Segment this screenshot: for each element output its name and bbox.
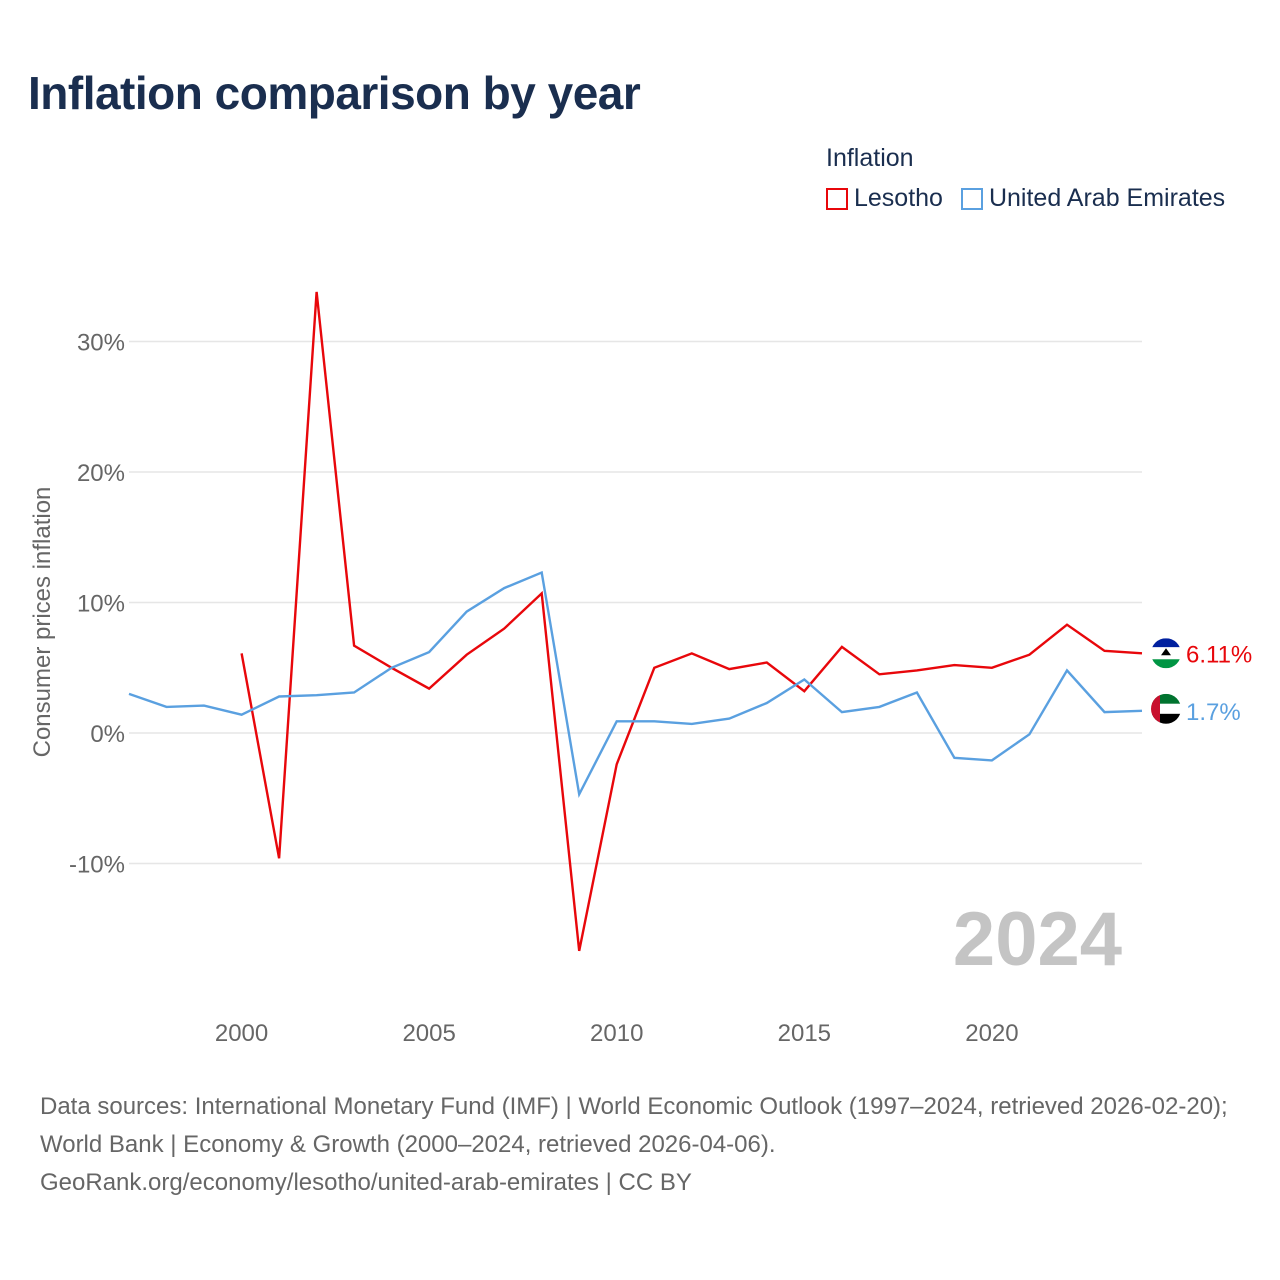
y-tick-label: 10% <box>77 591 125 618</box>
legend-swatch-uae <box>960 187 983 210</box>
end-label-uae: 1.7% <box>1186 699 1241 726</box>
data-sources-text: Data sources: International Monetary Fun… <box>40 1093 1228 1158</box>
legend-label-lesotho: Lesotho <box>854 184 943 212</box>
x-tick-label: 2020 <box>965 1020 1018 1047</box>
series-line-lesotho <box>240 291 1143 952</box>
page-title: Inflation comparison by year <box>28 67 641 119</box>
y-tick-label: 20% <box>77 460 125 487</box>
source-link[interactable]: GeoRank.org/economy/lesotho/united-arab-… <box>40 1169 692 1196</box>
x-tick-label: 2015 <box>778 1020 831 1047</box>
year-watermark: 2024 <box>953 897 1122 982</box>
x-tick-label: 2010 <box>590 1020 643 1047</box>
lesotho-flag-icon <box>1151 638 1181 669</box>
legend-swatch-lesotho <box>826 187 848 210</box>
legend-item-lesotho[interactable]: Lesotho <box>826 184 943 213</box>
uae-flag-icon <box>1151 693 1181 724</box>
y-axis-label: Consumer prices inflation <box>29 487 56 758</box>
legend-title: Inflation <box>826 144 914 172</box>
line-chart: 2024 -10% 0% 10% 20% 30% 2000 2005 2010 2015 202… <box>29 291 1252 1047</box>
legend: Lesotho United Arab Emirates <box>826 184 1243 213</box>
series-line-uae <box>128 570 1143 799</box>
footer: Data sources: International Monetary Fun… <box>40 1088 1250 1202</box>
legend-item-uae[interactable]: United Arab Emirates <box>960 184 1226 213</box>
x-tick-label: 2000 <box>215 1020 268 1047</box>
y-tick-label: 0% <box>90 721 125 748</box>
legend-label-uae: United Arab Emirates <box>988 184 1226 212</box>
end-label-lesotho: 6.11% <box>1186 641 1252 668</box>
y-tick-label: -10% <box>69 852 125 879</box>
x-tick-label: 2005 <box>402 1020 455 1047</box>
y-tick-label: 30% <box>77 330 125 357</box>
